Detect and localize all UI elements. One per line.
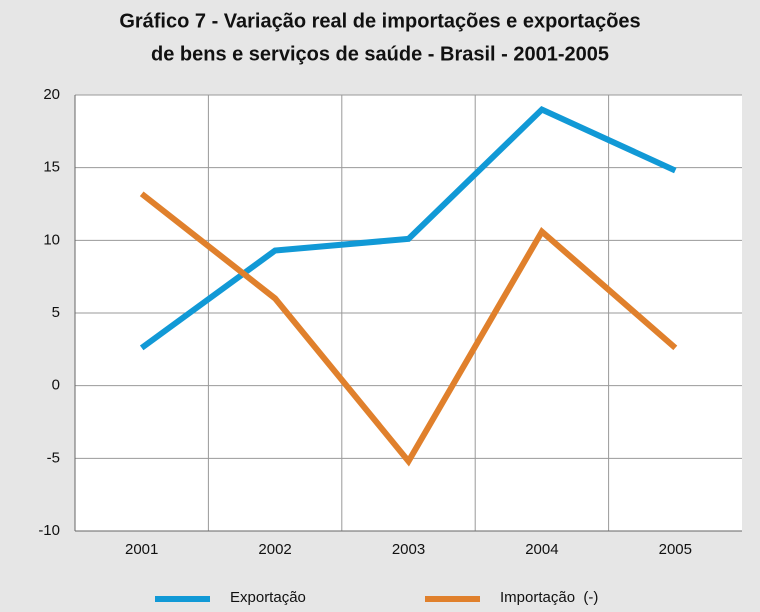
y-tick-label: -5 [47, 449, 60, 466]
legend-label: Exportação [230, 589, 306, 606]
y-tick-label: 0 [52, 377, 60, 394]
x-tick-label: 2001 [125, 541, 158, 558]
y-tick-label: 20 [43, 86, 60, 103]
y-tick-label: 15 [43, 159, 60, 176]
series-line [139, 105, 677, 351]
y-tick-label: 5 [52, 304, 60, 321]
x-tick-label: 2004 [525, 541, 558, 558]
legend-label: Importação (-) [500, 589, 598, 606]
x-tick-label: 2002 [258, 541, 291, 558]
x-tick-label: 2005 [659, 541, 692, 558]
x-tick-label: 2003 [392, 541, 425, 558]
series-line [139, 191, 678, 467]
chart-title: de bens e serviços de saúde - Brasil - 2… [151, 43, 609, 65]
y-tick-label: 10 [43, 231, 60, 248]
y-tick-label: -10 [38, 522, 60, 539]
chart-title: Gráfico 7 - Variação real de importações… [119, 10, 640, 32]
